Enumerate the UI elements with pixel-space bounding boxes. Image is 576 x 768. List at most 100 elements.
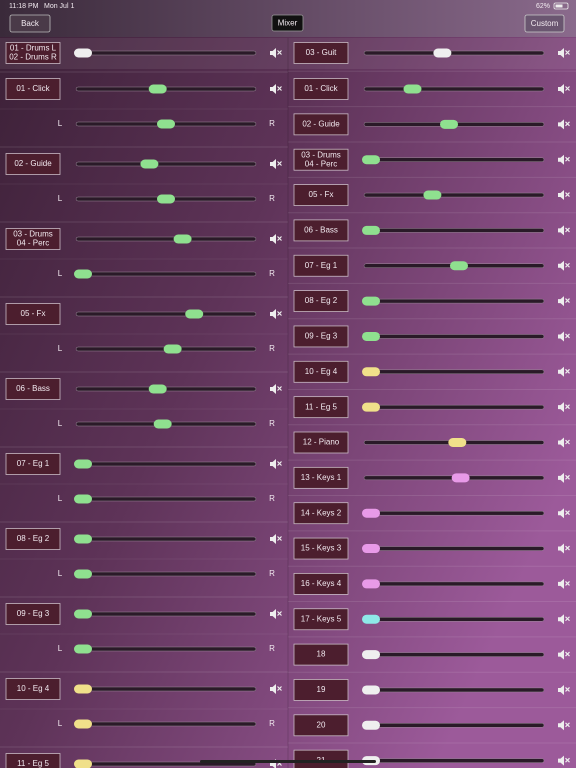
mute-icon[interactable]: [558, 543, 564, 554]
mute-button[interactable]: [558, 225, 570, 236]
slider-thumb[interactable]: [140, 159, 159, 169]
mute-icon[interactable]: [565, 439, 570, 445]
slider-thumb[interactable]: [74, 569, 92, 579]
back-button[interactable]: Back: [9, 14, 51, 33]
mute-icon[interactable]: [565, 580, 570, 586]
mute-icon[interactable]: [558, 225, 564, 236]
mute-button[interactable]: [558, 755, 570, 766]
mute-icon[interactable]: [558, 331, 564, 342]
slider-thumb[interactable]: [74, 534, 92, 544]
slider-thumb[interactable]: [157, 119, 175, 129]
mute-icon[interactable]: [270, 159, 276, 169]
mute-button[interactable]: [558, 154, 570, 165]
slider-thumb[interactable]: [440, 119, 459, 129]
mute-button[interactable]: [270, 384, 282, 394]
slider-thumb[interactable]: [74, 269, 92, 279]
mute-icon[interactable]: [565, 368, 570, 374]
mute-button[interactable]: [270, 159, 282, 169]
custom-label[interactable]: Custom: [531, 19, 559, 28]
mute-icon[interactable]: [565, 192, 570, 197]
mute-icon[interactable]: [277, 536, 282, 541]
mute-icon[interactable]: [277, 236, 282, 241]
slider-thumb[interactable]: [74, 759, 92, 768]
mute-icon[interactable]: [270, 309, 276, 319]
mute-button[interactable]: [558, 331, 570, 342]
mute-icon[interactable]: [277, 686, 282, 691]
mute-button[interactable]: [558, 402, 570, 413]
custom-frame[interactable]: [524, 14, 565, 33]
mute-button[interactable]: [558, 366, 570, 377]
mute-icon[interactable]: [565, 86, 570, 91]
back-label[interactable]: Back: [21, 19, 40, 28]
slider-thumb[interactable]: [362, 508, 380, 518]
slider-thumb[interactable]: [448, 438, 467, 447]
mute-icon[interactable]: [558, 402, 564, 413]
mute-icon[interactable]: [565, 474, 570, 480]
mute-icon[interactable]: [558, 508, 564, 519]
slider-thumb[interactable]: [74, 644, 92, 654]
mute-button[interactable]: [270, 234, 282, 244]
mute-button[interactable]: [558, 260, 570, 271]
slider-thumb[interactable]: [433, 48, 452, 58]
slider-thumb[interactable]: [74, 719, 92, 729]
slider-thumb[interactable]: [74, 494, 92, 504]
mute-icon[interactable]: [558, 84, 564, 94]
mute-icon[interactable]: [565, 227, 570, 233]
mute-icon[interactable]: [558, 472, 564, 483]
mute-button[interactable]: [558, 296, 570, 307]
mute-icon[interactable]: [558, 614, 564, 625]
mute-icon[interactable]: [558, 296, 564, 307]
slider-thumb[interactable]: [148, 84, 167, 94]
mute-icon[interactable]: [277, 386, 282, 391]
slider-thumb[interactable]: [153, 419, 172, 429]
slider-thumb[interactable]: [362, 579, 380, 589]
mute-icon[interactable]: [558, 366, 564, 377]
slider-thumb[interactable]: [449, 261, 468, 271]
slider-thumb[interactable]: [74, 459, 92, 469]
slider-thumb[interactable]: [451, 473, 470, 483]
mute-icon[interactable]: [270, 48, 276, 58]
slider-thumb[interactable]: [403, 84, 422, 94]
mute-icon[interactable]: [558, 684, 564, 695]
mute-icon[interactable]: [270, 384, 276, 394]
mute-button[interactable]: [270, 534, 282, 544]
mute-icon[interactable]: [277, 86, 282, 91]
mute-icon[interactable]: [558, 119, 564, 130]
slider-thumb[interactable]: [157, 194, 175, 204]
mute-icon[interactable]: [270, 609, 276, 619]
mute-button[interactable]: [270, 309, 282, 319]
mute-icon[interactable]: [270, 84, 276, 94]
mute-icon[interactable]: [565, 156, 570, 162]
mute-icon[interactable]: [270, 234, 276, 244]
slider-thumb[interactable]: [362, 720, 380, 730]
mute-icon[interactable]: [277, 50, 282, 55]
mute-icon[interactable]: [558, 649, 564, 660]
mute-icon[interactable]: [565, 298, 570, 304]
mute-button[interactable]: [558, 472, 570, 483]
mute-button[interactable]: [270, 684, 282, 694]
mute-icon[interactable]: [558, 437, 564, 448]
slider-thumb[interactable]: [74, 684, 92, 694]
slider-thumb[interactable]: [362, 614, 380, 624]
slider-thumb[interactable]: [185, 309, 204, 319]
mute-icon[interactable]: [558, 154, 564, 165]
mute-icon[interactable]: [277, 611, 282, 616]
mute-icon[interactable]: [565, 687, 570, 692]
slider-thumb[interactable]: [74, 48, 92, 58]
mute-icon[interactable]: [270, 684, 276, 694]
slider-thumb[interactable]: [423, 190, 442, 200]
mute-icon[interactable]: [558, 720, 564, 731]
mute-button[interactable]: [558, 578, 570, 589]
mute-icon[interactable]: [558, 260, 564, 271]
mute-button[interactable]: [558, 649, 570, 660]
mute-icon[interactable]: [565, 545, 570, 551]
mute-icon[interactable]: [270, 459, 276, 469]
mute-button[interactable]: [558, 614, 570, 625]
mute-icon[interactable]: [277, 311, 282, 316]
slider-thumb[interactable]: [173, 234, 192, 244]
mute-icon[interactable]: [277, 161, 282, 166]
mute-button[interactable]: [558, 84, 570, 94]
slider-thumb[interactable]: [163, 344, 182, 354]
slider-thumb[interactable]: [148, 384, 167, 394]
mute-icon[interactable]: [565, 404, 570, 410]
